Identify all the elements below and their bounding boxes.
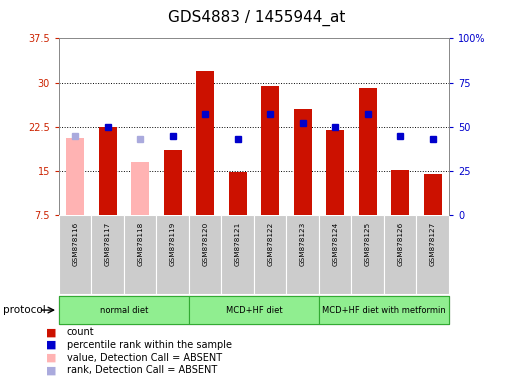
Bar <box>91 215 124 294</box>
Text: count: count <box>67 327 94 337</box>
Bar <box>261 86 279 215</box>
Bar <box>59 215 91 294</box>
Text: ■: ■ <box>46 327 56 337</box>
Text: MCD+HF diet: MCD+HF diet <box>226 306 282 314</box>
Bar <box>417 215 449 294</box>
Text: GSM878127: GSM878127 <box>429 221 436 266</box>
Text: GSM878123: GSM878123 <box>300 221 306 266</box>
Text: GSM878117: GSM878117 <box>105 221 111 266</box>
Bar <box>164 150 182 215</box>
Bar <box>229 172 247 215</box>
Bar <box>222 215 254 294</box>
Text: GSM878125: GSM878125 <box>365 221 371 266</box>
Bar <box>359 88 377 215</box>
Bar <box>326 130 344 215</box>
Text: GSM878122: GSM878122 <box>267 221 273 266</box>
Bar <box>189 215 222 294</box>
Text: GSM878126: GSM878126 <box>397 221 403 266</box>
Bar <box>319 215 351 294</box>
Text: ■: ■ <box>46 340 56 350</box>
Bar <box>131 162 149 215</box>
Text: GDS4883 / 1455944_at: GDS4883 / 1455944_at <box>168 10 345 26</box>
Text: ■: ■ <box>46 353 56 362</box>
Text: percentile rank within the sample: percentile rank within the sample <box>67 340 232 350</box>
Text: normal diet: normal diet <box>100 306 148 314</box>
Bar <box>189 296 319 324</box>
Text: GSM878120: GSM878120 <box>202 221 208 266</box>
Bar <box>384 215 417 294</box>
Bar <box>156 215 189 294</box>
Bar <box>319 296 449 324</box>
Bar <box>66 139 84 215</box>
Bar <box>286 215 319 294</box>
Bar <box>424 174 442 215</box>
Bar <box>254 215 286 294</box>
Text: MCD+HF diet with metformin: MCD+HF diet with metformin <box>322 306 446 314</box>
Text: GSM878119: GSM878119 <box>170 221 176 266</box>
Text: value, Detection Call = ABSENT: value, Detection Call = ABSENT <box>67 353 222 362</box>
Text: GSM878121: GSM878121 <box>234 221 241 266</box>
Text: rank, Detection Call = ABSENT: rank, Detection Call = ABSENT <box>67 365 217 375</box>
Text: protocol: protocol <box>3 305 45 315</box>
Bar <box>391 170 409 215</box>
Text: ■: ■ <box>46 365 56 375</box>
Bar <box>294 109 311 215</box>
Text: GSM878116: GSM878116 <box>72 221 78 266</box>
Bar <box>59 296 189 324</box>
Text: GSM878118: GSM878118 <box>137 221 143 266</box>
Bar <box>196 71 214 215</box>
Bar <box>124 215 156 294</box>
Text: GSM878124: GSM878124 <box>332 221 338 266</box>
Bar <box>351 215 384 294</box>
Bar <box>99 127 116 215</box>
